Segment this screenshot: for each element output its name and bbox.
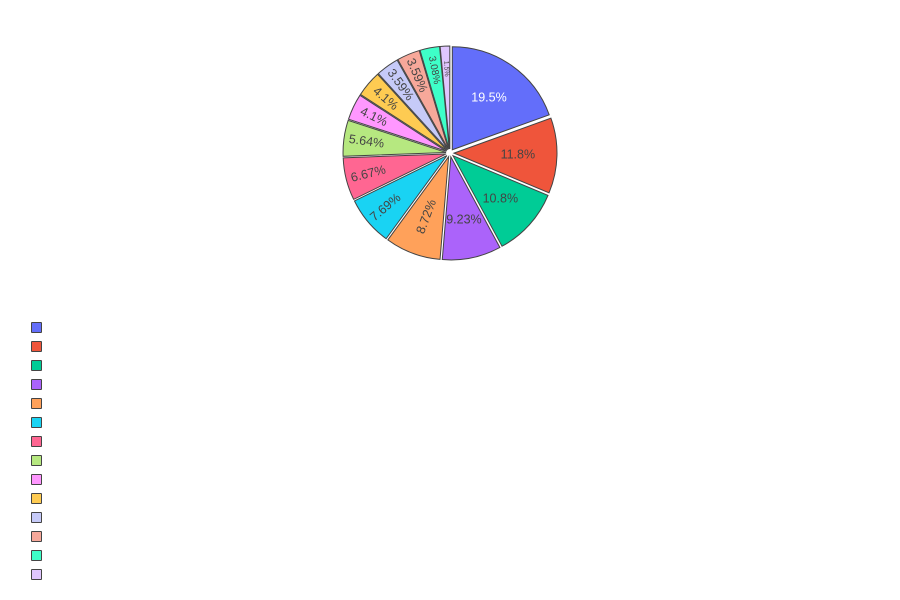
pie-slice-label-3: 10.8% xyxy=(483,192,518,206)
legend-swatch-9 xyxy=(31,474,42,485)
legend-item-7[interactable] xyxy=(30,435,70,454)
legend-item-6[interactable] xyxy=(30,416,70,435)
legend-swatch-1 xyxy=(31,322,42,333)
pie-slice-label-1: 19.5% xyxy=(471,90,506,104)
legend-swatch-13 xyxy=(31,550,42,561)
pie-slice-label-2: 11.8% xyxy=(501,148,536,162)
legend-swatch-12 xyxy=(31,531,42,542)
pie-slice-label-8: 5.64% xyxy=(348,132,385,151)
pie-slice-label-4: 9.23% xyxy=(446,212,481,226)
legend-swatch-7 xyxy=(31,436,42,447)
legend-item-5[interactable] xyxy=(30,397,70,416)
pie-slice-1[interactable] xyxy=(451,46,550,151)
legend-swatch-10 xyxy=(31,493,42,504)
pie-slice-10[interactable] xyxy=(359,73,448,151)
pie-slice-6[interactable] xyxy=(353,155,448,240)
legend-swatch-4 xyxy=(31,379,42,390)
legend-swatch-5 xyxy=(31,398,42,409)
pie-slices xyxy=(342,45,558,261)
legend-item-4[interactable] xyxy=(30,378,70,397)
legend-item-2[interactable] xyxy=(30,340,70,359)
legend-swatch-14 xyxy=(31,569,42,580)
pie-slice-8[interactable] xyxy=(342,119,447,157)
pie-slice-7[interactable] xyxy=(342,153,447,201)
pie-slice-3[interactable] xyxy=(451,154,549,247)
pie-slice-11[interactable] xyxy=(377,59,449,151)
legend-item-1[interactable] xyxy=(30,321,70,340)
pie-slice-5[interactable] xyxy=(387,155,450,260)
pie-slice-label-13: 3.08% xyxy=(426,55,442,85)
legend-swatch-8 xyxy=(31,455,42,466)
pie-slice-2[interactable] xyxy=(452,117,558,194)
legend-item-13[interactable] xyxy=(30,549,70,568)
legend-swatch-3 xyxy=(31,360,42,371)
pie-slice-9[interactable] xyxy=(347,94,447,152)
legend-item-10[interactable] xyxy=(30,492,70,511)
legend-swatch-6 xyxy=(31,417,42,428)
pie-slice-12[interactable] xyxy=(397,49,449,150)
legend xyxy=(30,321,70,587)
pie-slice-label-14: 1.5% xyxy=(442,61,450,77)
pie-slice-13[interactable] xyxy=(419,45,450,150)
legend-item-14[interactable] xyxy=(30,568,70,587)
legend-item-8[interactable] xyxy=(30,454,70,473)
legend-swatch-2 xyxy=(31,341,42,352)
pie-slice-4[interactable] xyxy=(441,155,501,261)
legend-swatch-11 xyxy=(31,512,42,523)
pie-slice-14[interactable] xyxy=(439,45,451,150)
legend-item-11[interactable] xyxy=(30,511,70,530)
legend-item-3[interactable] xyxy=(30,359,70,378)
legend-item-9[interactable] xyxy=(30,473,70,492)
legend-item-12[interactable] xyxy=(30,530,70,549)
